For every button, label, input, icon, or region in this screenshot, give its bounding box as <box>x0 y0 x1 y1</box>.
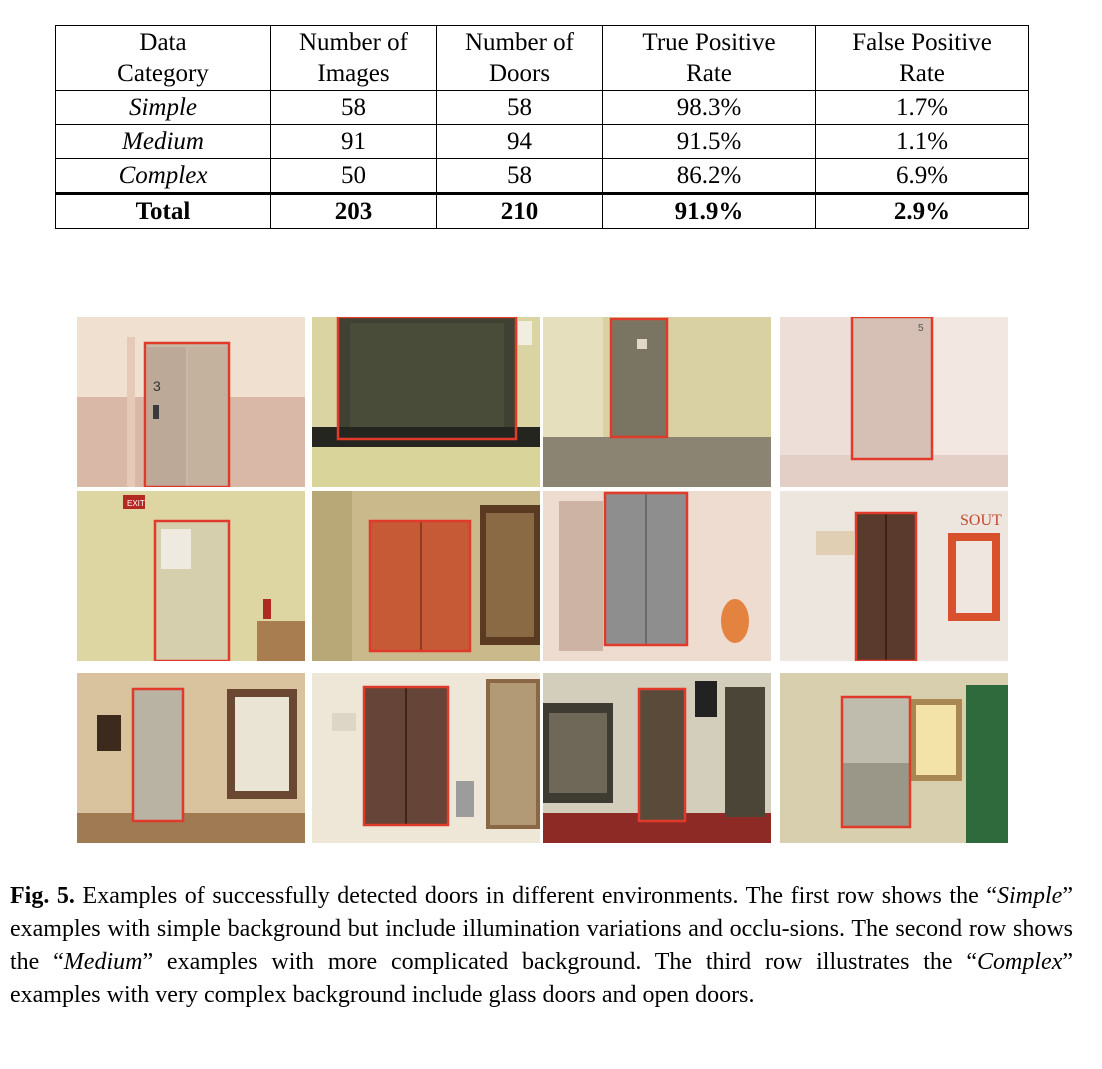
photo-complex-3 <box>543 673 771 843</box>
exit-sign: EXIT <box>127 499 145 508</box>
fpr-cell: 1.1% <box>815 124 1029 159</box>
caption-text-3: ” examples with more complicated backgro… <box>142 949 978 975</box>
category-cell: Complex <box>55 158 271 194</box>
photo-medium-1: EXIT <box>77 491 305 661</box>
tpr-cell: 91.5% <box>602 124 816 159</box>
photo-simple-4: 5 <box>780 317 1008 487</box>
photo-medium-4: SOUT <box>780 491 1008 661</box>
fpr-cell: 1.7% <box>815 90 1029 125</box>
photo-simple-3 <box>543 317 771 487</box>
results-table: Data Category Number of Images Number of Do… <box>55 25 1029 229</box>
header-false-positive-rate: False Positive Rate <box>815 25 1029 91</box>
detection-box <box>637 687 687 823</box>
doors-cell: 58 <box>436 90 603 125</box>
total-fpr-cell: 2.9% <box>815 192 1029 229</box>
table-row: Medium 91 94 91.5% 1.1% <box>55 124 1029 159</box>
photo-simple-1: 3 <box>77 317 305 487</box>
doors-cell: 58 <box>436 158 603 194</box>
images-cell: 58 <box>270 90 437 125</box>
table-row: Simple 58 58 98.3% 1.7% <box>55 90 1029 125</box>
category-cell: Medium <box>55 124 271 159</box>
caption-simple: Simple <box>997 883 1063 909</box>
doors-cell: 94 <box>436 124 603 159</box>
photo-medium-2 <box>312 491 540 661</box>
table-total-row: Total 203 210 91.9% 2.9% <box>55 192 1029 229</box>
caption-complex: Complex <box>977 949 1063 975</box>
header-data-category: Data Category <box>55 25 271 91</box>
table-header-row: Data Category Number of Images Number of Do… <box>55 25 1029 91</box>
detection-box <box>336 317 518 441</box>
detection-box <box>603 491 689 647</box>
category-cell: Simple <box>55 90 271 125</box>
header-number-of-doors: Number of Doors <box>436 25 603 91</box>
figure-label: Fig. 5. <box>10 883 75 909</box>
detection-box <box>362 685 450 827</box>
detection-box <box>143 341 231 487</box>
total-images-cell: 203 <box>270 192 437 229</box>
photo-complex-1 <box>77 673 305 843</box>
table-row: Complex 50 58 86.2% 6.9% <box>55 158 1029 194</box>
detection-box <box>153 519 231 661</box>
door-detection-figure: 3 5 <box>77 317 1012 843</box>
header-number-of-images: Number of Images <box>270 25 437 91</box>
floor-number-sign: 3 <box>153 378 161 394</box>
photo-medium-3 <box>543 491 771 661</box>
total-tpr-cell: 91.9% <box>602 192 816 229</box>
detection-box <box>850 317 934 461</box>
header-true-positive-rate: True Positive Rate <box>602 25 816 91</box>
caption-medium: Medium <box>63 949 143 975</box>
fpr-cell: 6.9% <box>815 158 1029 194</box>
south-sign: SOUT <box>960 512 1002 529</box>
photo-complex-4 <box>780 673 1008 843</box>
detection-box <box>368 519 472 653</box>
images-cell: 91 <box>270 124 437 159</box>
photo-complex-2 <box>312 673 540 843</box>
caption-text-1: Examples of successfully detected doors … <box>74 883 998 909</box>
tpr-cell: 86.2% <box>602 158 816 194</box>
photo-simple-2 <box>312 317 540 487</box>
top-number-sign: 5 <box>918 323 924 334</box>
images-cell: 50 <box>270 158 437 194</box>
total-doors-cell: 210 <box>436 192 603 229</box>
detection-box <box>131 687 185 823</box>
detection-box <box>854 511 918 661</box>
figure-caption: Fig. 5. Examples of successfully detecte… <box>10 880 1073 1012</box>
caption-text-4: ” examples with very complex background … <box>10 949 1073 1008</box>
tpr-cell: 98.3% <box>602 90 816 125</box>
caption-text-2: ” examples with simple background but in… <box>10 883 1073 975</box>
total-label-cell: Total <box>55 192 271 229</box>
detection-box <box>609 317 669 439</box>
detection-box <box>840 695 912 829</box>
